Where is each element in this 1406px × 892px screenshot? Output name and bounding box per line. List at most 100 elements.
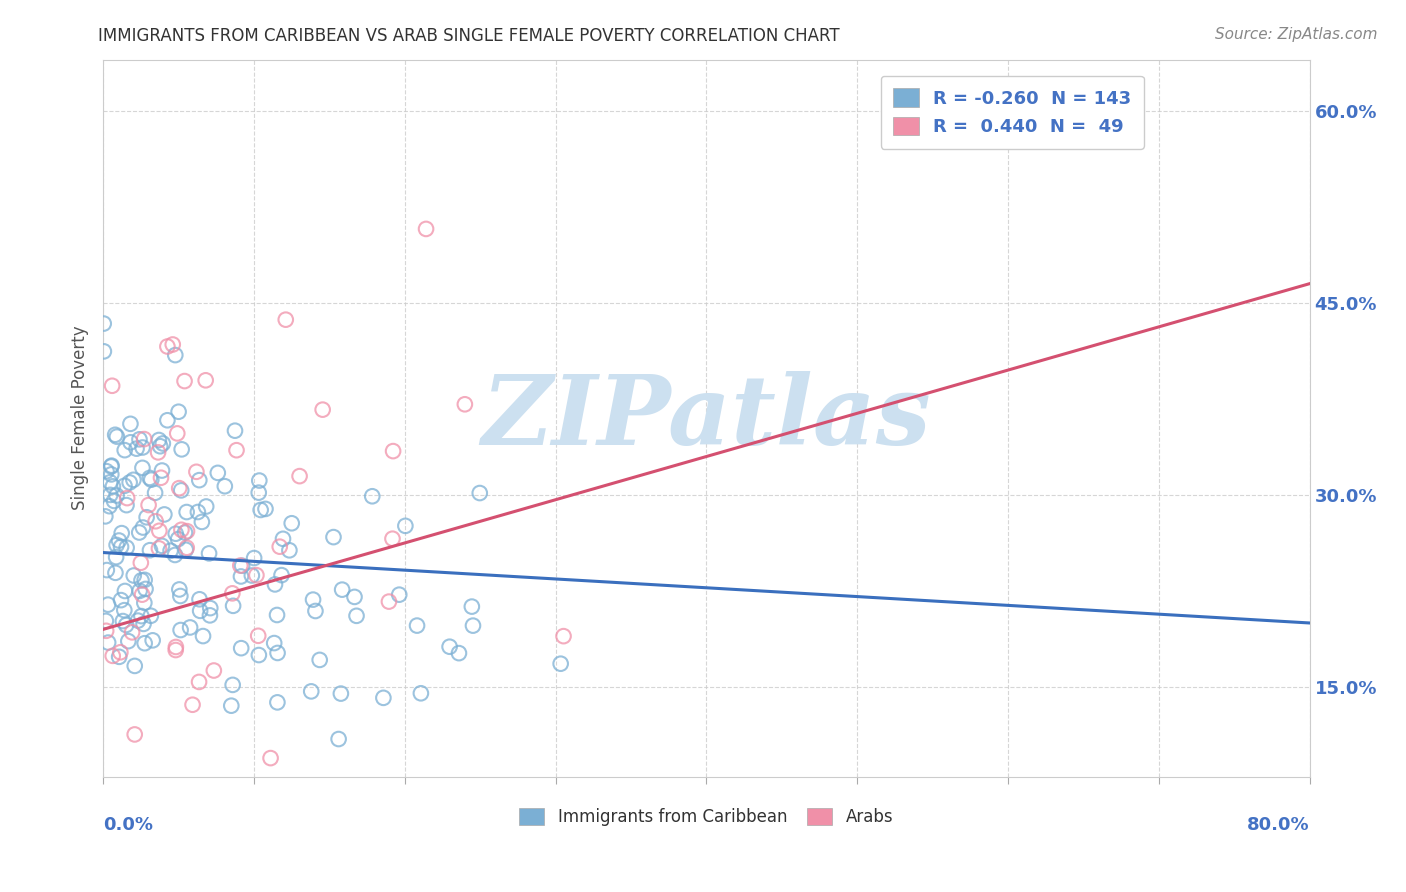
Point <box>148 524 170 538</box>
Point <box>439 640 461 654</box>
Point <box>388 588 411 602</box>
Point <box>278 543 301 558</box>
Point <box>343 590 366 604</box>
Text: Source: ZipAtlas.com: Source: ZipAtlas.com <box>1215 27 1378 42</box>
Point <box>115 618 138 632</box>
Point <box>188 473 211 487</box>
Point <box>101 479 124 493</box>
Point <box>198 546 221 560</box>
Point <box>264 577 287 591</box>
Point <box>100 458 122 473</box>
Point <box>553 629 575 643</box>
Point <box>163 548 186 562</box>
Point <box>222 599 245 613</box>
Point <box>131 609 153 624</box>
Point <box>266 695 288 709</box>
Point <box>142 633 165 648</box>
Point <box>125 442 148 456</box>
Point <box>114 584 136 599</box>
Point <box>169 589 191 603</box>
Point <box>156 413 179 427</box>
Point <box>191 515 214 529</box>
Point <box>128 583 150 598</box>
Point <box>94 614 117 628</box>
Point <box>135 582 157 596</box>
Point <box>134 432 156 446</box>
Point <box>468 486 491 500</box>
Point <box>122 473 145 487</box>
Point <box>110 645 132 659</box>
Point <box>145 514 167 528</box>
Point <box>191 629 214 643</box>
Point <box>231 641 253 656</box>
Point <box>302 592 325 607</box>
Point <box>139 608 162 623</box>
Point <box>131 441 153 455</box>
Point <box>150 539 173 553</box>
Point <box>134 573 156 587</box>
Point <box>128 525 150 540</box>
Text: 0.0%: 0.0% <box>103 816 153 834</box>
Point <box>128 433 150 447</box>
Point <box>195 500 218 514</box>
Point <box>194 373 217 387</box>
Point <box>249 503 271 517</box>
Point <box>150 464 173 478</box>
Point <box>169 582 191 597</box>
Point <box>329 687 352 701</box>
Point <box>373 690 395 705</box>
Point <box>231 558 253 573</box>
Point <box>266 646 288 660</box>
Text: 80.0%: 80.0% <box>1247 816 1309 834</box>
Point <box>394 519 416 533</box>
Point <box>131 574 153 588</box>
Point <box>169 623 191 637</box>
Point <box>167 481 190 495</box>
Point <box>127 614 149 628</box>
Point <box>188 604 211 618</box>
Point <box>104 566 127 580</box>
Point <box>129 556 152 570</box>
Point <box>120 435 142 450</box>
Point <box>382 444 405 458</box>
Point <box>461 599 484 614</box>
Point <box>108 533 131 548</box>
Point <box>179 620 201 634</box>
Point <box>97 598 120 612</box>
Point <box>138 471 160 485</box>
Point <box>104 427 127 442</box>
Point <box>304 604 326 618</box>
Point <box>98 499 121 513</box>
Point <box>112 603 135 617</box>
Text: ZIPatlas: ZIPatlas <box>481 371 931 465</box>
Point <box>105 429 128 443</box>
Point <box>202 664 225 678</box>
Point <box>167 532 190 546</box>
Point <box>94 509 117 524</box>
Legend: Immigrants from Caribbean, Arabs: Immigrants from Caribbean, Arabs <box>513 801 900 833</box>
Y-axis label: Single Female Poverty: Single Female Poverty <box>72 326 89 510</box>
Point <box>214 479 236 493</box>
Point <box>243 551 266 566</box>
Point <box>224 424 246 438</box>
Point <box>173 374 195 388</box>
Point <box>118 475 141 490</box>
Point <box>124 659 146 673</box>
Point <box>274 312 297 326</box>
Point <box>361 489 384 503</box>
Point <box>229 569 252 583</box>
Point <box>131 461 153 475</box>
Point <box>115 498 138 512</box>
Point <box>100 783 122 797</box>
Point <box>98 488 121 502</box>
Point <box>103 494 125 508</box>
Point <box>134 636 156 650</box>
Point <box>247 629 270 643</box>
Point <box>170 523 193 537</box>
Point <box>115 541 138 555</box>
Point <box>229 558 252 573</box>
Point <box>120 417 142 431</box>
Point <box>108 649 131 664</box>
Point <box>149 471 172 485</box>
Point <box>245 568 267 582</box>
